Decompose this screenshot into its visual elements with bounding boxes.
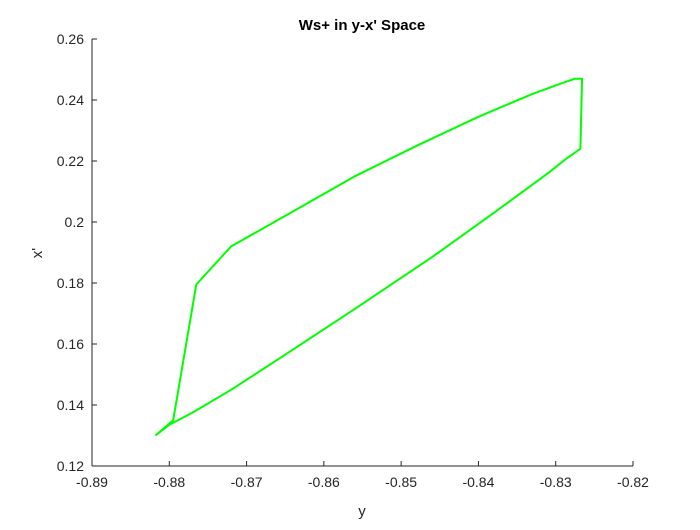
series-line-0	[154, 77, 583, 437]
chart-title: Ws+ in y-x' Space	[299, 17, 426, 34]
y-tick-label: 0.22	[57, 153, 84, 169]
x-tick-label: -0.88	[153, 474, 185, 490]
y-tick-label: 0.24	[57, 92, 84, 108]
y-axis-label: x'	[29, 248, 46, 259]
x-tick-label: -0.89	[76, 474, 108, 490]
y-tick-label: 0.2	[65, 214, 85, 230]
y-tick-label: 0.18	[57, 275, 84, 291]
series-layer	[154, 77, 583, 437]
y-tick-label: 0.12	[57, 458, 84, 474]
axes: -0.89 -0.88 -0.87 -0.86 -0.85 -0.84 -0.83 -0.82…	[57, 31, 649, 490]
x-tick-label: -0.82	[617, 474, 649, 490]
x-tick-label: -0.87	[231, 474, 263, 490]
plot-background	[92, 39, 633, 466]
x-tick-label: -0.83	[540, 474, 572, 490]
x-tick-label: -0.86	[308, 474, 340, 490]
y-tick-label: 0.16	[57, 336, 84, 352]
x-tick-label: -0.85	[385, 474, 417, 490]
x-tick-label: -0.84	[462, 474, 494, 490]
x-axis-label: y	[358, 503, 366, 520]
y-tick-label: 0.26	[57, 31, 84, 47]
y-tick-label: 0.14	[57, 397, 84, 413]
